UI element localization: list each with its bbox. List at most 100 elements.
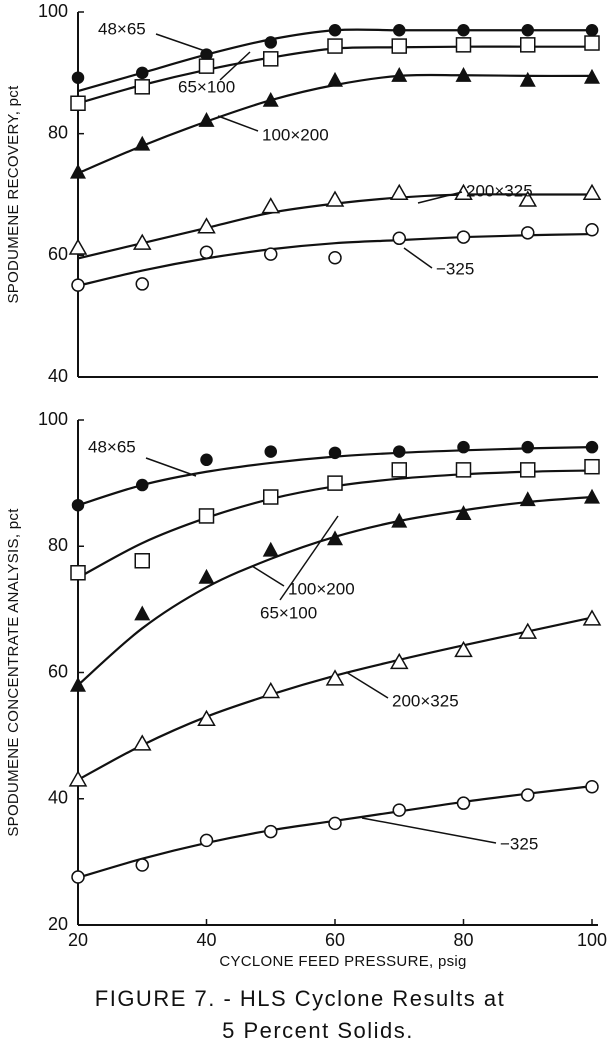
leader-line <box>403 247 433 269</box>
data-point <box>521 788 535 802</box>
data-point <box>518 622 538 639</box>
data-point <box>264 824 278 839</box>
data-point <box>585 24 599 37</box>
data-point <box>326 530 344 546</box>
data-point <box>584 458 600 475</box>
data-point <box>132 734 152 751</box>
data-point <box>261 197 281 214</box>
fit-curve <box>77 232 593 287</box>
data-point <box>68 238 88 255</box>
data-point <box>520 37 536 53</box>
data-point <box>198 508 215 524</box>
caption-line: 5 Percent Solids. <box>222 1018 414 1043</box>
data-point <box>264 445 277 458</box>
data-point <box>198 568 215 584</box>
leader-line <box>361 817 497 844</box>
y-axis-label: SPODUMENE RECOVERY, pct <box>5 85 22 304</box>
data-point <box>391 38 407 54</box>
data-point <box>457 24 470 37</box>
data-point <box>325 190 345 207</box>
data-point <box>328 446 342 460</box>
data-point <box>327 475 343 491</box>
series-label: −325 <box>436 259 474 278</box>
leader-line <box>417 191 463 204</box>
data-point <box>134 79 150 95</box>
data-point <box>583 68 601 84</box>
data-point <box>582 609 602 626</box>
series-label: 48×65 <box>88 437 136 456</box>
data-point <box>457 440 470 454</box>
fit-curve <box>77 73 593 175</box>
caption-line: FIGURE 7. - HLS Cyclone Results at <box>95 986 505 1011</box>
data-point <box>389 183 409 201</box>
y-tick-label: 40 <box>48 788 68 808</box>
fit-curve <box>77 785 593 879</box>
leader-line <box>345 671 389 699</box>
data-point <box>327 38 343 54</box>
data-point <box>455 462 472 478</box>
x-tick-label: 60 <box>325 930 345 950</box>
data-point <box>456 230 471 244</box>
y-tick-label: 80 <box>48 535 68 555</box>
y-tick-label: 60 <box>48 661 68 681</box>
data-point <box>198 112 215 127</box>
data-point <box>521 440 534 454</box>
data-point <box>263 489 279 505</box>
data-point <box>71 498 85 512</box>
leader-line <box>251 565 285 587</box>
panel: 40 60 80 100 SPODUMENE RECOVERY, pct 48×65 65×… <box>5 1 602 386</box>
data-point <box>262 541 279 557</box>
data-point <box>455 37 472 53</box>
leader-line <box>145 457 197 477</box>
data-point <box>455 505 472 521</box>
data-point <box>518 190 538 207</box>
data-point <box>328 251 342 265</box>
series-label: 100×200 <box>288 579 355 598</box>
data-point <box>199 245 214 260</box>
x-tick-label: 40 <box>196 930 216 950</box>
data-point <box>134 605 151 621</box>
data-point <box>197 217 216 234</box>
data-point <box>392 231 406 246</box>
data-point <box>328 816 342 831</box>
fit-curve <box>77 616 593 781</box>
data-point <box>519 491 536 507</box>
data-point <box>71 278 85 292</box>
data-point <box>326 71 344 87</box>
data-point <box>135 858 149 872</box>
x-tick-label: 100 <box>577 930 607 950</box>
data-point <box>200 453 213 467</box>
data-point <box>389 652 409 670</box>
data-point <box>132 233 152 250</box>
data-point <box>454 640 473 658</box>
y-tick-label: 40 <box>48 366 68 386</box>
y-tick-label: 100 <box>38 409 68 429</box>
data-point <box>521 226 535 240</box>
data-point <box>136 66 149 80</box>
data-point <box>69 163 87 179</box>
panel: 20 40 60 80 100 20 40 60 80 100 SPODUMENE CONCENTR… <box>5 409 607 970</box>
leader-line <box>219 51 251 81</box>
series-label: 65×100 <box>178 77 235 96</box>
x-tick-label: 20 <box>68 930 88 950</box>
data-point <box>68 770 88 787</box>
y-axis-label: SPODUMENE CONCENTRATE ANALYSIS, pct <box>5 508 22 837</box>
data-point <box>134 553 150 569</box>
data-point <box>136 478 149 492</box>
data-point <box>135 277 149 291</box>
y-tick-label: 60 <box>48 244 68 264</box>
data-point <box>585 440 599 454</box>
data-point <box>582 183 602 201</box>
data-point <box>264 247 278 261</box>
y-tick-label: 20 <box>48 914 68 934</box>
data-point <box>520 462 536 478</box>
series-label: 200×325 <box>392 691 459 710</box>
data-point <box>71 870 85 884</box>
y-tick-label: 80 <box>48 122 68 142</box>
data-point <box>583 488 601 504</box>
data-point <box>262 91 279 107</box>
data-point <box>391 67 408 82</box>
series-label: 100×200 <box>262 125 329 144</box>
data-point <box>198 58 215 74</box>
